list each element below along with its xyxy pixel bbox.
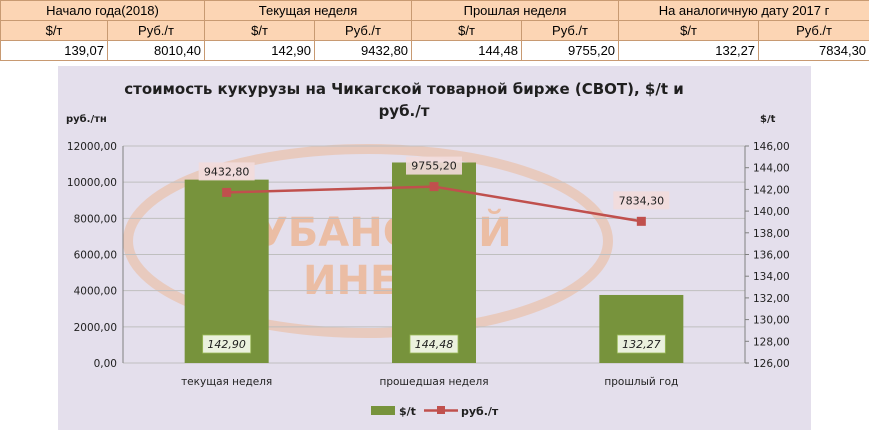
y-axis-ticks: 0,00 2000,00 4000,00 6000,00 8000,00 10000,00… <box>67 141 124 370</box>
line-marker <box>636 216 646 226</box>
unit-cell: Руб./т <box>758 20 869 41</box>
legend-line-label: руб./т <box>461 405 499 418</box>
table-units-row: $/т Руб./т $/т Руб./т $/т Руб./т $/т Руб… <box>0 20 869 41</box>
bar-series <box>184 162 684 363</box>
category-label: прошедшая неделя <box>379 376 488 388</box>
unit-cell: $/т <box>411 20 523 41</box>
watermark-ring <box>123 144 613 338</box>
unit-cell: $/т <box>204 20 316 41</box>
corn-price-chart: КУБАНСКИЙ ИНЕД стоимость кукурузы на Чик… <box>58 66 811 430</box>
line-marker <box>222 187 232 197</box>
value-cell: 139,07 <box>0 40 108 61</box>
y2-tick-label: 140,00 <box>753 206 790 218</box>
unit-cell: $/т <box>0 20 108 41</box>
bar-label-box <box>616 334 666 354</box>
legend-line-marker <box>437 406 445 414</box>
line-value-label: 9755,20 <box>411 160 457 173</box>
line-label-box <box>198 162 255 181</box>
y-tick-label: 8000,00 <box>74 213 117 225</box>
bar <box>184 179 269 363</box>
value-cell: 9432,80 <box>314 40 413 61</box>
y2-tick-label: 130,00 <box>753 315 790 327</box>
value-cell: 142,90 <box>204 40 316 61</box>
y-axis-unit-label: руб./тн <box>66 113 107 125</box>
price-table: Начало года(2018) Текущая неделя Прошлая… <box>0 0 869 61</box>
unit-cell: Руб./т <box>106 20 206 41</box>
y2-tick-label: 126,00 <box>753 358 790 370</box>
y-tick-label: 12000,00 <box>67 141 117 153</box>
y2-tick-label: 134,00 <box>753 271 790 283</box>
y-tick-label: 4000,00 <box>74 286 117 298</box>
table-header-row: Начало года(2018) Текущая неделя Прошлая… <box>0 0 869 21</box>
y-tick-label: 6000,00 <box>74 250 117 262</box>
legend: $/t руб./т <box>371 405 499 418</box>
bar-label-box <box>409 334 459 354</box>
y2-tick-label: 144,00 <box>753 163 790 175</box>
chart-canvas: КУБАНСКИЙ ИНЕД стоимость кукурузы на Чик… <box>66 80 790 418</box>
y2-axis-unit-label: $/t <box>760 114 776 125</box>
bar-value-label: 142,90 <box>207 338 246 351</box>
y2-tick-label: 138,00 <box>753 228 790 240</box>
y2-tick-label: 128,00 <box>753 336 790 348</box>
value-cell: 8010,40 <box>106 40 206 61</box>
bar-label-box <box>202 334 252 354</box>
line-marker <box>429 182 439 192</box>
value-cell: 144,48 <box>411 40 523 61</box>
unit-cell: Руб./т <box>314 20 413 41</box>
y2-axis-ticks: 126,00 128,00 130,00 132,00 134,00 136,00 138,… <box>744 141 790 370</box>
bar-value-label: 144,48 <box>415 338 454 351</box>
header-same-date-2017: На аналогичную дату 2017 г <box>618 0 869 21</box>
value-cell: 9755,20 <box>521 40 620 61</box>
legend-bar-label: $/t <box>399 405 416 418</box>
chart-title-line-2: руб./т <box>379 102 430 120</box>
unit-cell: Руб./т <box>521 20 620 41</box>
header-last-week: Прошлая неделя <box>411 0 620 21</box>
unit-cell: $/т <box>618 20 760 41</box>
bar-value-label: 132,27 <box>622 338 661 351</box>
value-cell: 132,27 <box>618 40 760 61</box>
line-series <box>222 182 646 226</box>
line-value-label: 7834,30 <box>619 194 665 207</box>
value-cell: 7834,30 <box>758 40 869 61</box>
line-label-box <box>613 191 670 210</box>
header-year-start: Начало года(2018) <box>0 0 206 21</box>
line-labels: 9432,80 9755,20 7834,30 <box>198 156 670 210</box>
category-label: текущая неделя <box>181 376 272 388</box>
y2-tick-label: 136,00 <box>753 250 790 262</box>
line-label-box <box>406 156 462 175</box>
chart-title-line-1: стоимость кукурузы на Чикагской товарной… <box>124 80 683 98</box>
category-label: прошлый год <box>604 376 678 388</box>
bar <box>392 162 476 363</box>
legend-bar-swatch <box>371 406 395 415</box>
y-tick-label: 2000,00 <box>74 322 117 334</box>
x-axis-categories: текущая неделя прошедшая неделя прошлый го… <box>181 376 678 388</box>
bar-labels: 142,90 144,48 132,27 <box>202 334 666 354</box>
table-values-row: 139,07 8010,40 142,90 9432,80 144,48 975… <box>0 40 869 61</box>
y2-tick-label: 132,00 <box>753 293 790 305</box>
y-tick-label: 0,00 <box>94 358 117 370</box>
header-current-week: Текущая неделя <box>204 0 413 21</box>
line-value-label: 9432,80 <box>204 165 250 178</box>
y-tick-label: 10000,00 <box>67 177 117 189</box>
y2-tick-label: 146,00 <box>753 141 790 153</box>
y2-tick-label: 142,00 <box>753 184 790 196</box>
